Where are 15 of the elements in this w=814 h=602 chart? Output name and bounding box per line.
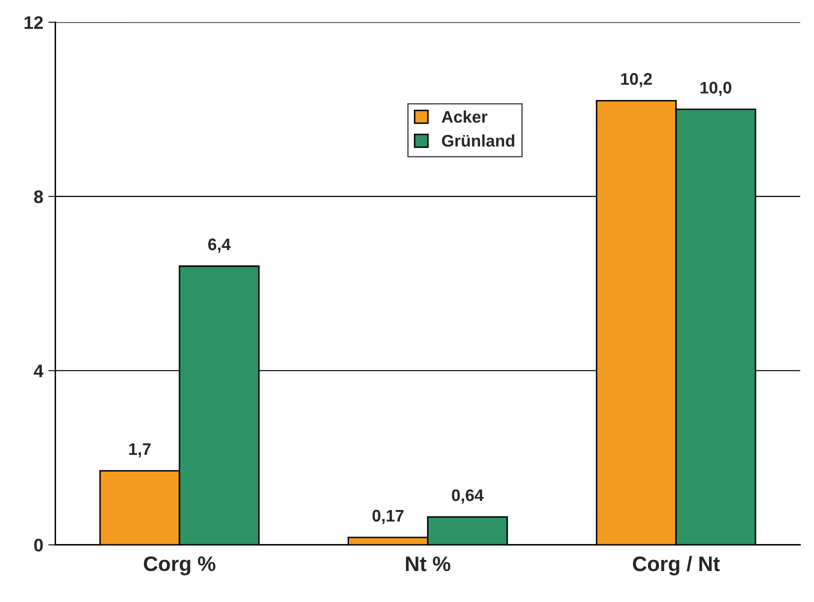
x-tick-label: Nt % — [406, 556, 450, 572]
x-tick-label: Corg % — [144, 556, 216, 576]
legend-label: Acker — [442, 110, 488, 123]
y-tick-label: 12 — [24, 16, 43, 29]
data-label: 1,7 — [129, 443, 151, 458]
legend-label: Grünland — [442, 134, 514, 147]
data-label: 10,2 — [621, 73, 652, 88]
data-label: 6,4 — [208, 238, 231, 253]
data-label: 0,64 — [452, 489, 484, 504]
x-tick-label: Corg / Nt — [632, 556, 720, 576]
data-label: 10,0 — [700, 82, 732, 96]
y-tick-label: 4 — [34, 364, 44, 378]
y-tick-label: 0 — [34, 538, 43, 552]
y-tick-label: 8 — [34, 190, 43, 204]
data-label: 0,17 — [372, 510, 404, 524]
